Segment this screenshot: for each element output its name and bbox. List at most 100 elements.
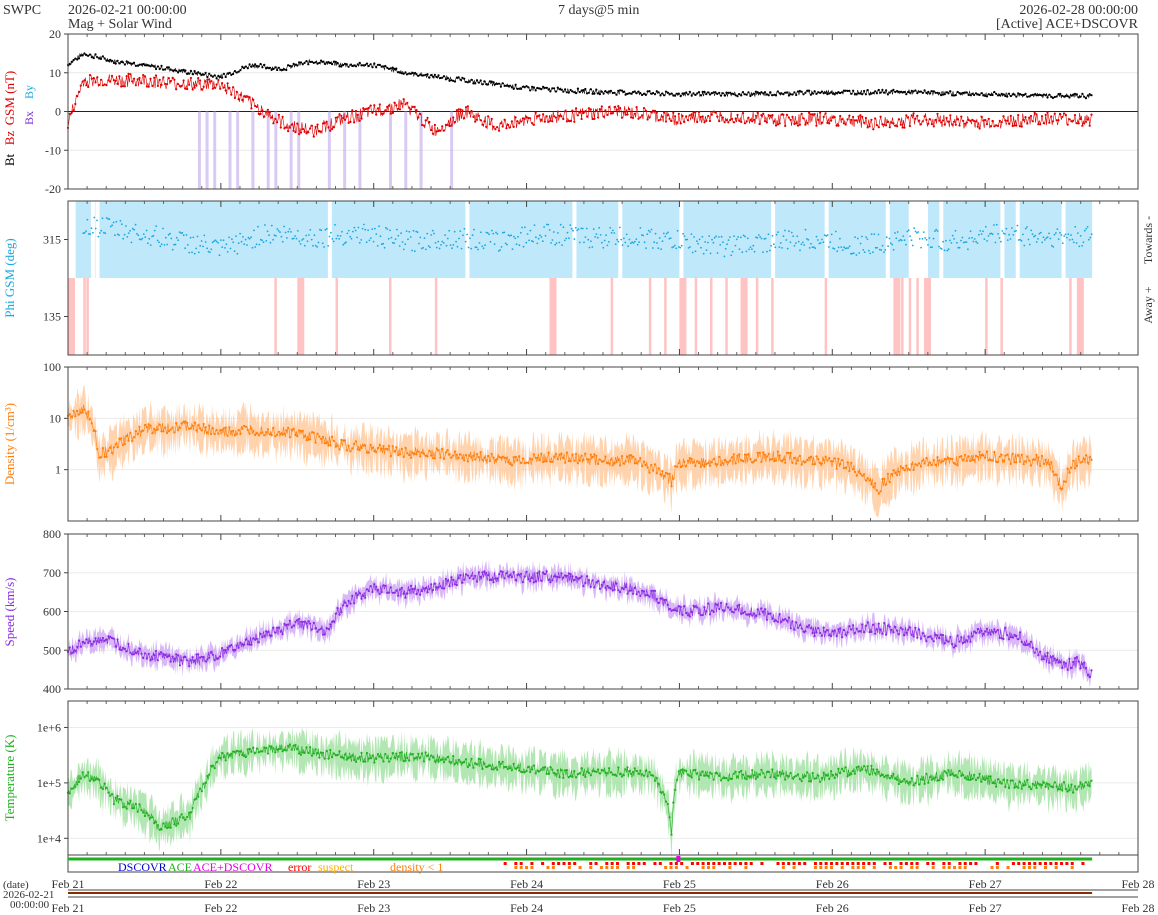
- error-mark: [669, 862, 673, 865]
- bt-point: [822, 92, 825, 95]
- speed-point: [195, 653, 198, 656]
- density-mark: [910, 866, 914, 869]
- speed-point: [681, 613, 684, 617]
- sector-gap: [824, 201, 829, 278]
- speed-point: [738, 603, 741, 606]
- bt-point: [697, 91, 701, 94]
- phi-point: [862, 249, 865, 251]
- speed-point: [626, 592, 629, 595]
- bt-point: [923, 89, 926, 92]
- density-point: [1048, 463, 1051, 466]
- speed-point: [188, 665, 191, 668]
- speed-point: [101, 636, 104, 640]
- density-mark: [744, 866, 748, 869]
- density-point: [1026, 455, 1029, 458]
- temperature-point: [120, 798, 123, 801]
- bt-point: [751, 93, 754, 96]
- bz-point: [195, 84, 198, 87]
- temperature-point: [455, 761, 458, 764]
- temperature-point: [224, 759, 227, 762]
- bz-point: [868, 125, 871, 128]
- bz-point: [215, 83, 218, 86]
- temperature-point: [509, 767, 512, 770]
- phi-point: [391, 241, 394, 244]
- bt-point: [982, 94, 985, 97]
- temperature-point: [758, 773, 761, 776]
- phi-point: [335, 237, 338, 240]
- bt-point: [208, 72, 211, 75]
- phi-point: [407, 238, 409, 241]
- speed-point: [1017, 638, 1020, 641]
- speed-point: [1057, 661, 1060, 664]
- error-mark: [605, 862, 609, 865]
- phi-point: [493, 243, 496, 246]
- error-mark: [1027, 862, 1031, 865]
- speed-point: [1051, 655, 1055, 658]
- phi-point: [554, 243, 557, 246]
- density-point: [664, 471, 668, 474]
- temperature-point: [945, 771, 948, 774]
- density-point: [85, 412, 88, 415]
- phi-point: [803, 244, 806, 246]
- temperature-point: [965, 778, 968, 781]
- density-point: [76, 409, 79, 412]
- speed-point: [853, 631, 857, 635]
- bz-point: [1017, 114, 1020, 117]
- bt-point: [222, 72, 225, 75]
- temperature-point: [732, 772, 735, 775]
- density-point: [382, 445, 385, 448]
- temperature-point: [1077, 785, 1080, 788]
- temperature-point: [186, 815, 189, 819]
- phi-point: [489, 240, 492, 243]
- bt-point: [483, 80, 486, 83]
- bt-point: [954, 94, 957, 97]
- temperature-point: [868, 773, 871, 776]
- density-point: [1011, 452, 1014, 455]
- bt-point: [107, 59, 110, 62]
- density-point: [466, 460, 469, 463]
- temperature-point: [685, 769, 688, 772]
- temperature-point: [70, 787, 73, 790]
- density-point: [675, 465, 679, 468]
- density-point: [732, 453, 735, 456]
- bt-label: Bt: [2, 153, 17, 166]
- phi-point: [290, 231, 292, 233]
- phi-point: [620, 238, 623, 241]
- bz-point: [202, 85, 205, 88]
- speed-point: [378, 592, 381, 596]
- phi-point: [277, 229, 280, 232]
- phi-point: [519, 231, 522, 234]
- speed-point: [813, 634, 816, 638]
- phi-point: [118, 234, 120, 237]
- temperature-point: [175, 824, 178, 827]
- temperature-point: [587, 771, 591, 775]
- phi-point: [438, 247, 441, 250]
- density-point: [316, 432, 319, 435]
- bt-point: [637, 90, 640, 93]
- bz-point: [842, 122, 846, 125]
- speed-point: [142, 656, 145, 660]
- bt-point: [510, 86, 513, 89]
- bz-point: [105, 84, 108, 87]
- phi-point: [393, 242, 396, 245]
- speed-point: [309, 622, 312, 625]
- phi-point: [221, 246, 224, 249]
- bt-point: [826, 93, 829, 96]
- bt-point: [1090, 94, 1093, 97]
- temperature-point: [373, 761, 376, 764]
- phi-point: [801, 241, 804, 244]
- bz-point: [874, 117, 877, 120]
- bz-point: [929, 118, 932, 121]
- temperature-point: [774, 777, 778, 780]
- bz-point: [345, 115, 348, 118]
- bt-point: [1029, 94, 1033, 97]
- phi-point: [1030, 229, 1033, 232]
- temperature-point: [177, 822, 180, 825]
- temperature-point: [68, 792, 71, 795]
- bz-point: [780, 113, 783, 116]
- phi-point: [866, 238, 869, 241]
- bz-point: [88, 74, 92, 77]
- phi-point: [601, 241, 603, 244]
- speed-point: [235, 644, 238, 647]
- temperature-point: [498, 760, 501, 764]
